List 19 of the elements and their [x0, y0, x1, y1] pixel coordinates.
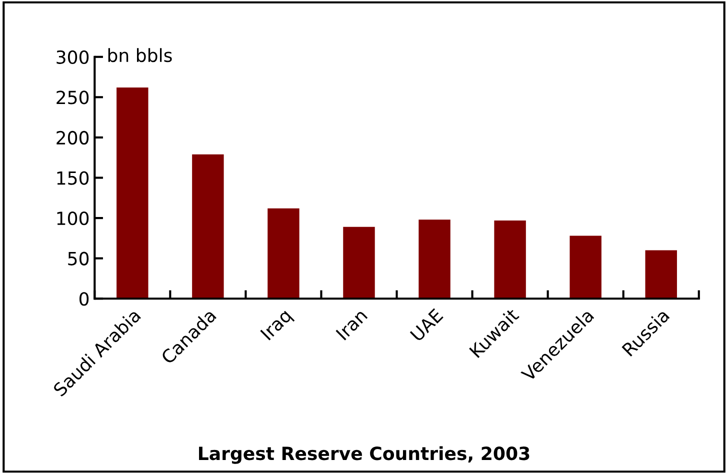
y-tick-label: 300: [56, 50, 89, 64]
x-tick-label: Iraq: [260, 308, 295, 343]
y-tick-label: 250: [56, 90, 89, 104]
y-tick-label: 100: [57, 212, 89, 226]
bar: [418, 220, 450, 299]
bar: [343, 226, 375, 299]
y-axis-title: bn bbls: [108, 48, 172, 62]
bar: [268, 208, 300, 299]
y-tick-label: 50: [68, 252, 89, 266]
bar: [192, 154, 224, 299]
text: Largest Reserve Countries, 2003: [199, 446, 530, 464]
x-tick-label: Iran: [336, 308, 368, 341]
y-tick-label: 200: [56, 130, 89, 145]
y-tick-label: 150: [57, 171, 89, 185]
bar: [645, 250, 677, 299]
bar: [570, 236, 602, 299]
bar: [116, 88, 148, 299]
y-tick-label: 0: [79, 292, 89, 306]
bar: [494, 220, 526, 299]
